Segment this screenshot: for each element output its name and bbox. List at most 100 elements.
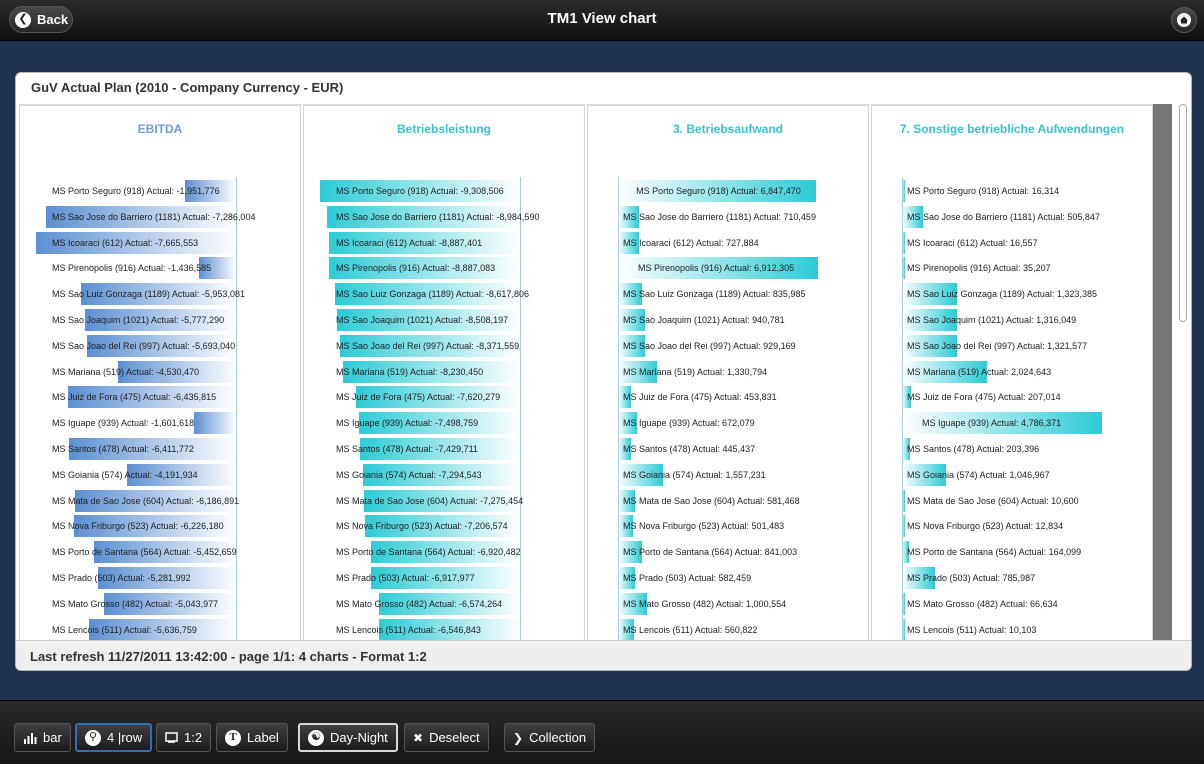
bar[interactable] [618, 180, 817, 202]
bar[interactable] [618, 592, 647, 615]
bar[interactable] [185, 180, 236, 202]
bar[interactable] [902, 283, 958, 306]
bar[interactable] [73, 515, 236, 538]
bar[interactable] [340, 334, 520, 357]
scrollbar-thumb[interactable] [1179, 104, 1187, 322]
bar[interactable] [902, 309, 957, 331]
deselect-button[interactable]: ✖ Deselect [404, 723, 489, 752]
bar[interactable] [902, 231, 905, 254]
bar[interactable] [85, 309, 236, 331]
bar[interactable] [363, 463, 520, 486]
bar[interactable] [36, 231, 236, 254]
bar[interactable] [902, 463, 946, 486]
bar[interactable] [902, 618, 905, 641]
bar[interactable] [618, 438, 631, 460]
vertical-scrollbar[interactable] [1179, 104, 1187, 640]
bar[interactable] [902, 489, 905, 512]
bar[interactable] [618, 334, 645, 357]
chart-1[interactable]: Betriebsleistung MS Porto Seguro (918) Ac… [303, 105, 585, 641]
bar[interactable] [88, 618, 236, 641]
bar[interactable] [363, 489, 520, 512]
day-night-button[interactable]: ☯ Day-Night [298, 723, 398, 752]
bar[interactable] [902, 541, 909, 564]
bar[interactable] [326, 205, 520, 228]
data-label: MS Mariana (519) Actual: 1,330,794 [623, 366, 768, 377]
bar[interactable] [117, 360, 236, 383]
bar[interactable] [618, 412, 638, 435]
bar[interactable] [618, 205, 639, 228]
collection-button[interactable]: ❯ Collection [504, 723, 596, 752]
bar[interactable] [87, 334, 236, 357]
format-button[interactable]: 1:2 [156, 723, 212, 752]
data-label: MS Juiz de Fora (475) Actual: 453,831 [623, 392, 777, 403]
bar[interactable] [98, 567, 236, 589]
bar[interactable] [618, 463, 664, 486]
bar[interactable] [902, 438, 911, 460]
data-label: MS Porto Seguro (918) Actual: 16,314 [907, 186, 1060, 196]
bar[interactable] [618, 360, 657, 383]
bar[interactable] [902, 334, 958, 357]
bar[interactable] [618, 618, 635, 641]
bar[interactable] [45, 205, 236, 228]
bar[interactable] [618, 515, 633, 538]
four-row-button[interactable]: ⚲ 4 |row [75, 723, 153, 752]
bar[interactable] [902, 386, 911, 409]
text-icon: T [225, 729, 241, 746]
bar[interactable] [343, 360, 520, 383]
bar[interactable] [618, 257, 818, 280]
bar-button[interactable]: bar [14, 723, 71, 752]
data-label: MS Sao Joao del Rei (997) Actual: 929,16… [623, 340, 796, 351]
bar[interactable] [356, 386, 520, 409]
back-button-label: Back [37, 12, 69, 27]
bar[interactable] [902, 412, 1102, 435]
chart-title: 7. Sonstige betriebliche Aufwendungen [899, 122, 1125, 136]
bar[interactable] [902, 180, 905, 202]
horizontal-scroll-track[interactable] [1153, 104, 1172, 640]
bar[interactable] [618, 309, 646, 331]
chart-3[interactable]: 7. Sonstige betriebliche Aufwendungen MS … [871, 105, 1153, 641]
bar[interactable] [334, 283, 520, 306]
back-button[interactable]: ❮ Back [9, 6, 73, 33]
bar[interactable] [902, 360, 987, 383]
bar[interactable] [80, 283, 236, 306]
bar[interactable] [74, 489, 236, 512]
bar[interactable] [371, 567, 520, 589]
bar[interactable] [371, 541, 520, 564]
chart-2[interactable]: 3. Betriebsaufwand MS Porto Seguro (918) … [587, 105, 869, 641]
home-button[interactable] [1171, 7, 1197, 33]
bar[interactable] [618, 489, 635, 512]
bar[interactable] [618, 283, 643, 306]
bar[interactable] [68, 386, 236, 409]
bar[interactable] [360, 438, 520, 460]
chart-0[interactable]: EBITDA MS Porto Seguro (918) Actual: -1,9… [19, 105, 301, 641]
bar[interactable] [379, 618, 520, 641]
bar[interactable] [902, 592, 905, 615]
bar[interactable] [329, 231, 520, 254]
data-label: MS Mato Grosso (482) Actual: -5,043,977 [52, 598, 219, 609]
bar[interactable] [365, 515, 520, 538]
bar[interactable] [320, 180, 520, 202]
bar[interactable] [358, 412, 520, 435]
bar[interactable] [194, 412, 236, 435]
data-label: MS Nova Friburgo (523) Actual: 501,483 [623, 521, 785, 532]
bar[interactable] [126, 463, 236, 486]
bar[interactable] [198, 257, 236, 280]
bar[interactable] [902, 515, 905, 538]
bar[interactable] [68, 438, 236, 460]
bar[interactable] [618, 386, 632, 409]
bar[interactable] [902, 567, 935, 589]
label-button[interactable]: T Label [216, 723, 288, 752]
bar[interactable] [902, 257, 905, 280]
bar[interactable] [337, 309, 520, 331]
bar[interactable] [902, 205, 924, 228]
data-label: MS Prado (503) Actual: -5,281,992 [52, 573, 191, 583]
home-icon [1177, 13, 1191, 27]
data-label: MS Mato Grosso (482) Actual: -6,574,264 [336, 598, 503, 609]
bar[interactable] [104, 592, 236, 615]
bar[interactable] [329, 257, 520, 280]
bar[interactable] [93, 541, 236, 564]
bar[interactable] [618, 231, 640, 254]
bar[interactable] [618, 541, 643, 564]
bar[interactable] [618, 567, 635, 589]
bar[interactable] [378, 592, 520, 615]
